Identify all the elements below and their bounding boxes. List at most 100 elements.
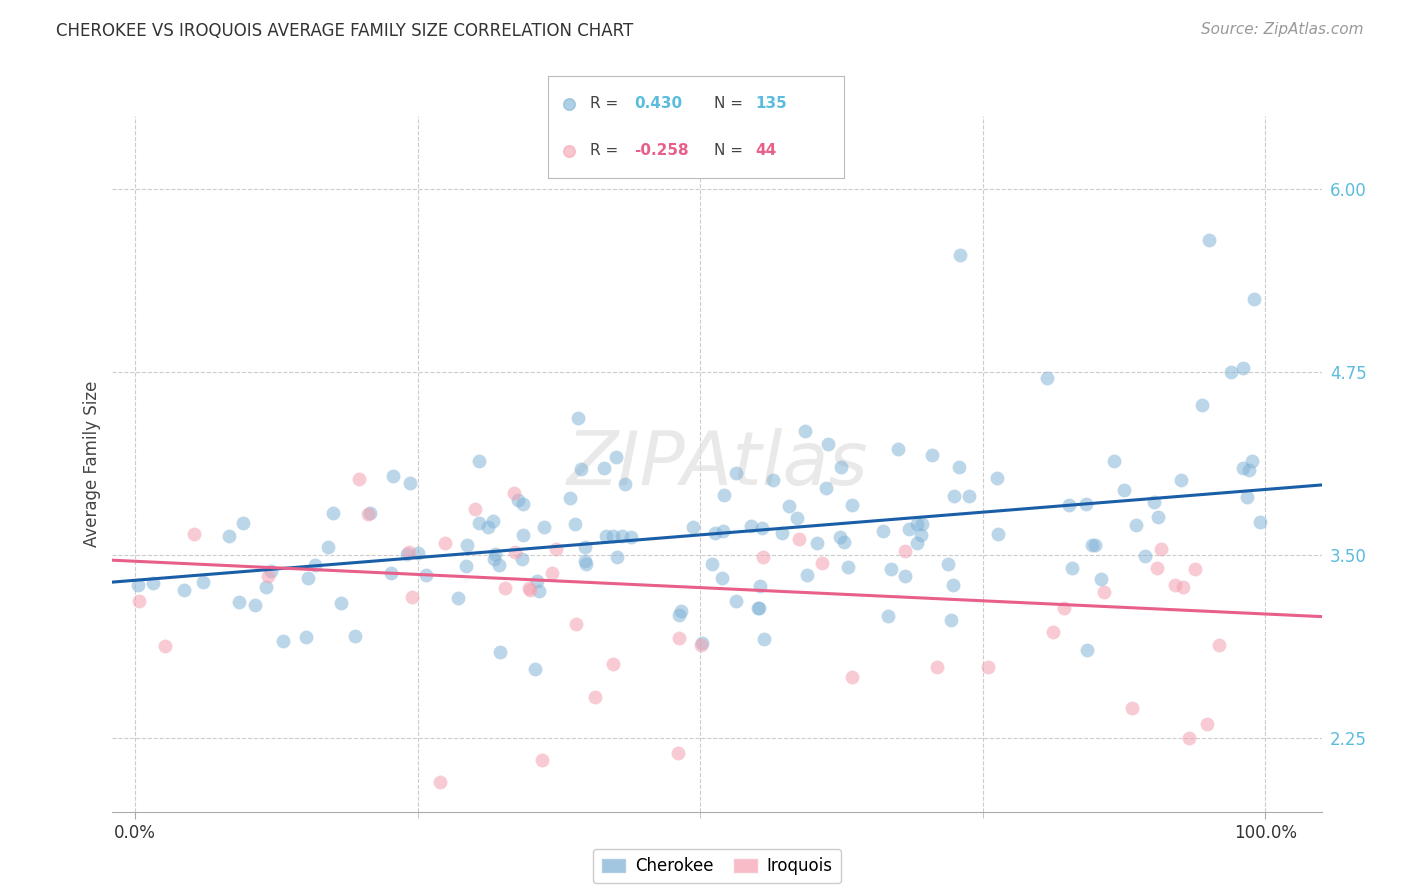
- Point: [1184, 562, 1206, 576]
- Point: [482, 552, 505, 566]
- Point: [128, 594, 150, 608]
- Point: [1164, 577, 1187, 591]
- Text: N =: N =: [714, 144, 742, 158]
- Point: [512, 552, 534, 566]
- Point: [1240, 454, 1263, 468]
- Point: [911, 517, 934, 532]
- Point: [173, 582, 195, 597]
- Text: 135: 135: [755, 96, 787, 111]
- Point: [228, 594, 250, 608]
- Point: [343, 629, 366, 643]
- Point: [1173, 580, 1195, 594]
- Legend: Cherokee, Iroquois: Cherokee, Iroquois: [593, 848, 841, 883]
- Point: [1150, 541, 1173, 556]
- Point: [778, 500, 800, 514]
- Point: [1195, 717, 1218, 731]
- Point: [830, 530, 852, 544]
- Point: [794, 424, 817, 438]
- Point: [1208, 638, 1230, 652]
- Point: [297, 571, 319, 585]
- Text: R =: R =: [589, 144, 617, 158]
- Point: [762, 473, 785, 487]
- Point: [488, 558, 510, 573]
- Point: [271, 634, 294, 648]
- Point: [541, 566, 564, 581]
- Point: [1146, 560, 1168, 574]
- Point: [512, 528, 534, 542]
- Point: [592, 460, 614, 475]
- Point: [454, 559, 477, 574]
- Point: [295, 630, 318, 644]
- Point: [910, 528, 932, 542]
- Point: [936, 557, 959, 571]
- Point: [489, 645, 512, 659]
- Point: [153, 639, 176, 653]
- Point: [484, 547, 506, 561]
- Point: [1084, 538, 1107, 552]
- Point: [814, 481, 837, 495]
- Point: [1147, 509, 1170, 524]
- Point: [837, 560, 859, 574]
- Text: 44: 44: [755, 144, 776, 158]
- Point: [1220, 365, 1243, 379]
- Point: [330, 596, 353, 610]
- Point: [512, 497, 534, 511]
- Point: [703, 525, 725, 540]
- Point: [941, 613, 963, 627]
- Point: [689, 638, 711, 652]
- Point: [751, 521, 773, 535]
- Point: [482, 514, 505, 528]
- Point: [668, 631, 690, 645]
- Point: [574, 554, 596, 568]
- Point: [243, 599, 266, 613]
- Point: [682, 519, 704, 533]
- Point: [817, 437, 839, 451]
- Point: [620, 530, 643, 544]
- Point: [415, 567, 437, 582]
- Point: [399, 476, 422, 491]
- Point: [1036, 371, 1059, 385]
- Point: [894, 568, 917, 582]
- Point: [1236, 490, 1258, 504]
- Point: [526, 574, 548, 588]
- Point: [517, 581, 540, 595]
- Point: [713, 488, 735, 502]
- Point: [957, 489, 980, 503]
- Point: [396, 547, 419, 561]
- Point: [1143, 495, 1166, 509]
- Point: [806, 535, 828, 549]
- Point: [748, 601, 770, 615]
- Point: [533, 520, 555, 534]
- Point: [752, 550, 775, 565]
- Point: [893, 543, 915, 558]
- Point: [711, 571, 734, 585]
- Point: [503, 545, 526, 559]
- Point: [558, 96, 581, 111]
- Point: [574, 540, 596, 554]
- Point: [464, 502, 486, 516]
- Point: [1232, 461, 1254, 475]
- Point: [1249, 515, 1271, 529]
- Point: [260, 564, 283, 578]
- Point: [725, 594, 748, 608]
- Point: [749, 579, 772, 593]
- Point: [905, 517, 928, 532]
- Point: [564, 517, 586, 532]
- Text: R =: R =: [589, 96, 617, 111]
- Point: [380, 566, 402, 580]
- Point: [602, 657, 624, 671]
- Point: [700, 557, 723, 571]
- Point: [877, 608, 900, 623]
- Point: [1076, 497, 1098, 511]
- Point: [614, 476, 637, 491]
- Point: [1177, 731, 1199, 745]
- Point: [1076, 643, 1098, 657]
- Text: CHEROKEE VS IROQUOIS AVERAGE FAMILY SIZE CORRELATION CHART: CHEROKEE VS IROQUOIS AVERAGE FAMILY SIZE…: [56, 22, 634, 40]
- Point: [948, 459, 970, 474]
- Point: [770, 525, 793, 540]
- Point: [810, 556, 832, 570]
- Text: N =: N =: [714, 96, 742, 111]
- Point: [942, 578, 965, 592]
- Point: [575, 558, 598, 572]
- Point: [925, 660, 948, 674]
